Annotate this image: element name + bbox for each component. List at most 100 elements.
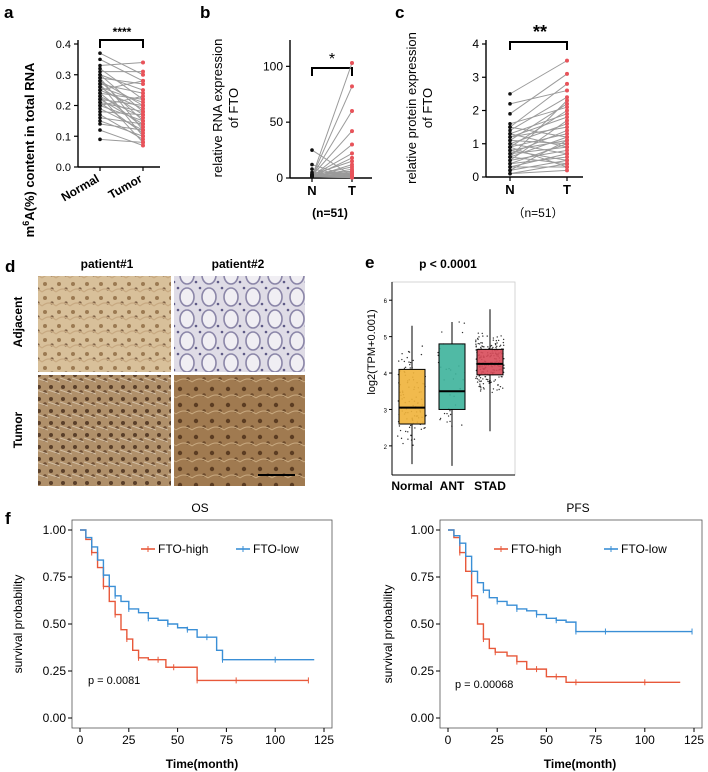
panel-letter-a: a — [4, 3, 14, 22]
panel-e-jitter-point — [477, 381, 478, 382]
panel-c-pair-line — [510, 114, 567, 134]
panel-a-normal-point — [98, 85, 102, 89]
panel-e-jitter-point — [476, 376, 477, 377]
panel-a-normal-point — [98, 138, 102, 142]
panel-a-normal-point — [98, 94, 102, 98]
panel-e-jitter-point — [478, 386, 479, 387]
panel-c-tumor-point — [565, 99, 569, 103]
panel-c-normal-point — [508, 112, 512, 116]
panel-f-os-xtick-label: 125 — [314, 733, 334, 747]
panel-c-normal-point — [508, 145, 512, 149]
panel-e-jitter-point — [414, 439, 415, 440]
panel-e-jitter-point — [480, 342, 481, 343]
panel-a-ytick-label: 0.2 — [56, 101, 71, 113]
panel-c-significance-bracket — [510, 42, 567, 50]
panel-b-normal-point — [310, 167, 314, 171]
panel-a-ytick-label: 0.1 — [56, 131, 71, 143]
panel-f-os-ytick-label: 0.75 — [43, 570, 67, 584]
pfs-ylabel: survival probability — [381, 585, 395, 684]
panel-a-ytick-label: 0.4 — [56, 39, 71, 51]
panel-e-jitter-point — [448, 415, 449, 416]
panel-f-pfs-ytick-label: 0.25 — [411, 664, 435, 678]
panel-c-n-label: （n=51） — [512, 206, 563, 220]
panel-e-jitter-point — [440, 418, 441, 419]
panel-f-os-xtick-label: 0 — [77, 733, 84, 747]
panel-d-row2-label: Tumor — [11, 411, 25, 448]
panel-e-ytick-label: 3 — [384, 408, 388, 414]
panel-e-title: p < 0.0001 — [419, 257, 477, 271]
panel-c-xtick-label: T — [563, 182, 571, 197]
panel-e-jitter-point — [492, 392, 493, 393]
panel-e-box-normal — [399, 369, 425, 424]
panel-a-tumor-point — [141, 128, 145, 132]
os-pvalue: p = 0.0081 — [88, 675, 140, 687]
panel-e-jitter-point — [409, 427, 410, 428]
panel-e-xtick-label: ANT — [440, 479, 465, 493]
panel-e-jitter-point — [449, 410, 450, 411]
panel-e-jitter-point — [479, 343, 480, 344]
panel-e-jitter-point — [398, 360, 399, 361]
panel-e-jitter-point — [496, 340, 497, 341]
panel-a-normal-point — [98, 82, 102, 86]
panel-a-tumor-point — [141, 60, 145, 64]
panel-e-jitter-point — [409, 351, 410, 352]
pfs-xlabel: Time(month) — [544, 757, 616, 771]
panel-e-jitter-point — [480, 390, 481, 391]
panel-f-os-xtick-label: 100 — [265, 733, 285, 747]
panel-e-jitter-point — [500, 335, 501, 336]
panel-a-ylabel: m6A(%) content in total RNA — [21, 62, 37, 237]
panel-e-jitter-point — [441, 331, 442, 332]
panel-c-normal-point — [508, 162, 512, 166]
panel-b-tumor-point — [350, 174, 354, 178]
panel-e-jitter-point — [482, 335, 483, 336]
panel-c-normal-point — [508, 125, 512, 129]
panel-e-jitter-point — [423, 428, 424, 429]
panel-a-tumor-point — [141, 134, 145, 138]
panel-c-chart: relative protein expression of FTO ** （n… — [404, 22, 583, 220]
panel-e-ytick-label: 2 — [384, 445, 388, 451]
panel-e-jitter-point — [498, 384, 499, 385]
figure: a b c d e f m6A(%) content in total RNA … — [0, 0, 708, 772]
panel-c-normal-point — [508, 149, 512, 153]
panel-e-jitter-point — [400, 430, 401, 431]
panel-e-jitter-point — [503, 345, 504, 346]
panel-a-pair-line — [100, 139, 143, 142]
panel-e-jitter-point — [414, 427, 415, 428]
panel-c-normal-point — [508, 142, 512, 146]
panel-e-jitter-point — [493, 339, 494, 340]
panel-e-jitter-point — [401, 353, 402, 354]
panel-b-ytick-label: 50 — [270, 115, 284, 129]
panel-letter-c: c — [395, 3, 404, 22]
panel-b-significance-bracket — [312, 68, 352, 76]
panel-a-normal-point — [98, 116, 102, 120]
panel-a-normal-point — [98, 122, 102, 126]
panel-b-xtick-label: N — [307, 183, 316, 198]
panel-e-jitter-point — [482, 333, 483, 334]
panel-c-normal-point — [508, 92, 512, 96]
panel-b-tumor-point — [350, 109, 354, 113]
panel-e-jitter-point — [410, 362, 411, 363]
os-ylabel: survival probability — [11, 575, 25, 674]
panel-c-normal-point — [508, 152, 512, 156]
panel-letter-d: d — [5, 257, 15, 276]
panel-a-normal-point — [98, 113, 102, 117]
panel-e-jitter-point — [462, 332, 463, 333]
panel-d-col1-label: patient#1 — [81, 257, 134, 271]
ihc-image-tumor-patient1 — [38, 375, 171, 486]
panel-e-jitter-point — [480, 387, 481, 388]
panel-e-jitter-point — [500, 386, 501, 387]
panel-b-tumor-point — [350, 129, 354, 133]
panel-e-jitter-point — [479, 381, 480, 382]
panel-e-jitter-point — [464, 322, 465, 323]
panel-e-jitter-point — [486, 379, 487, 380]
panel-e-jitter-point — [421, 354, 422, 355]
panel-a-normal-point — [98, 76, 102, 80]
panel-e-jitter-point — [401, 438, 402, 439]
panel-e-jitter-point — [496, 342, 497, 343]
panel-f-os-legend-label: FTO-low — [253, 542, 299, 556]
panel-b-ytick-label: 100 — [263, 59, 283, 73]
panel-e-jitter-point — [501, 376, 502, 377]
panel-letter-f: f — [5, 509, 11, 528]
panel-e-jitter-point — [475, 344, 476, 345]
panel-e-jitter-point — [493, 380, 494, 381]
